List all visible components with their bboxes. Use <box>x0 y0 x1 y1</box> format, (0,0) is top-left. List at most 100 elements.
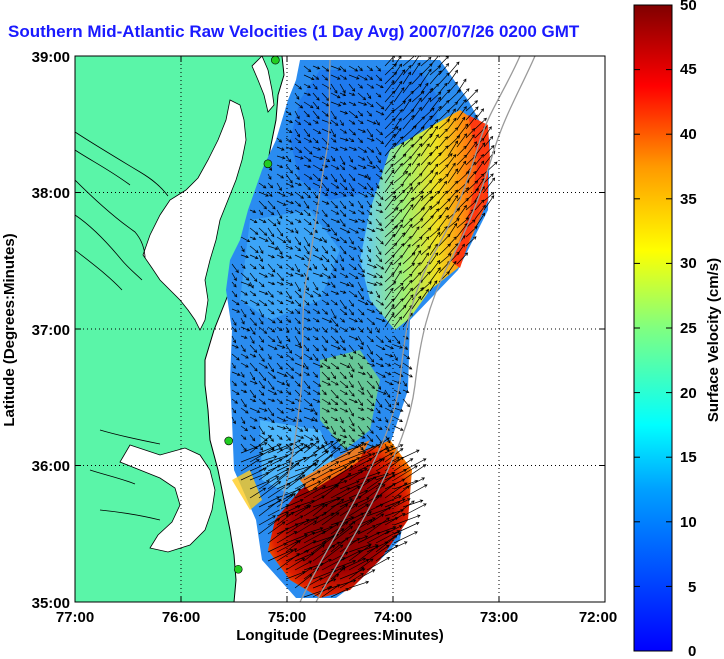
velocity-vector <box>303 263 313 271</box>
velocity-vector <box>348 191 354 197</box>
velocity-vector <box>267 389 278 395</box>
velocity-vector <box>267 521 286 535</box>
velocity-vector <box>348 511 372 526</box>
velocity-vector <box>339 434 348 439</box>
velocity-vector <box>249 407 261 413</box>
velocity-vector <box>240 407 249 414</box>
velocity-vector <box>303 389 311 395</box>
velocity-vector <box>321 438 342 454</box>
velocity-vector <box>231 290 238 298</box>
velocity-vector <box>366 65 374 72</box>
velocity-vector <box>375 236 384 245</box>
velocity-vector <box>240 236 251 243</box>
velocity-vector <box>330 465 354 481</box>
velocity-vector <box>447 180 459 193</box>
velocity-vector <box>294 92 300 100</box>
velocity-vector <box>321 236 327 244</box>
velocity-vector <box>330 498 353 508</box>
velocity-vector <box>231 353 240 361</box>
velocity-vector <box>303 245 310 255</box>
velocity-vector <box>438 173 449 184</box>
velocity-vector <box>249 245 259 254</box>
velocity-vector <box>303 128 311 138</box>
velocity-vector <box>366 371 373 379</box>
velocity-vector <box>267 425 275 430</box>
velocity-vector <box>303 65 312 73</box>
velocity-vector <box>402 380 407 387</box>
velocity-vector <box>348 209 357 214</box>
velocity-vector <box>339 74 348 80</box>
velocity-vector <box>456 170 470 184</box>
velocity-vector <box>330 380 339 386</box>
velocity-vector <box>438 82 448 94</box>
velocity-vector <box>294 254 305 260</box>
velocity-vector <box>294 101 304 109</box>
velocity-vector <box>321 497 341 508</box>
bathymetry-contours <box>279 56 536 602</box>
velocity-vector <box>348 245 357 250</box>
velocity-vector <box>348 218 359 223</box>
velocity-vector <box>366 545 390 562</box>
velocity-vector <box>276 439 302 454</box>
velocity-vector <box>312 544 336 562</box>
velocity-vector <box>429 252 439 265</box>
velocity-vector <box>330 290 340 295</box>
velocity-vector <box>402 398 411 408</box>
velocity-vector <box>384 469 408 481</box>
velocity-vector <box>312 425 319 433</box>
velocity-vector <box>294 560 313 571</box>
velocity-vector <box>321 74 329 81</box>
velocity-vector <box>240 326 251 332</box>
x-tick-label: 74:00 <box>374 609 412 626</box>
velocity-vector <box>375 227 385 232</box>
velocity-vector <box>384 71 398 85</box>
velocity-vector <box>240 245 245 253</box>
velocity-vector <box>384 482 408 499</box>
velocity-vector <box>375 119 380 126</box>
velocity-vector <box>303 407 315 412</box>
velocity-vector <box>429 231 441 247</box>
velocity-vector <box>294 290 303 299</box>
velocity-vector <box>402 114 415 130</box>
velocity-vector <box>294 540 317 553</box>
velocity-vector <box>276 362 283 370</box>
velocity-vector <box>357 146 368 153</box>
velocity-vector <box>357 326 364 333</box>
velocity-vector <box>474 212 486 229</box>
velocity-vector <box>348 503 369 517</box>
velocity-vector <box>402 90 414 103</box>
velocity-vector <box>231 326 237 333</box>
velocity-vector <box>366 92 372 100</box>
velocity-vector <box>411 56 421 67</box>
velocity-vector <box>258 498 282 517</box>
velocity-vector <box>447 168 459 184</box>
velocity-vector <box>393 425 404 431</box>
velocity-vector <box>276 272 285 282</box>
velocity-vector <box>321 308 329 315</box>
velocity-vector <box>267 407 275 417</box>
velocity-vector <box>483 173 494 184</box>
velocity-vector <box>330 407 339 412</box>
velocity-vector <box>285 539 301 553</box>
velocity-vector <box>366 416 375 423</box>
velocity-vector <box>411 143 423 157</box>
velocity-vector <box>411 218 424 229</box>
velocity-vector <box>231 398 239 404</box>
velocity-vector <box>384 218 395 229</box>
velocity-vector <box>249 335 255 344</box>
x-tick-label: 72:00 <box>579 609 617 626</box>
velocity-vector <box>366 517 390 535</box>
velocity-vector <box>312 469 333 481</box>
velocity-vector <box>402 273 413 283</box>
velocity-vector <box>240 317 245 325</box>
velocity-vector <box>321 344 327 352</box>
velocity-vector <box>375 128 384 136</box>
velocity-vector <box>375 474 396 490</box>
velocity-vector <box>249 299 260 306</box>
velocity-vector <box>429 83 440 94</box>
velocity-vector <box>357 389 365 395</box>
colorbar-tick-label: 40 <box>680 126 697 143</box>
velocity-vector <box>258 290 269 296</box>
velocity-vector <box>258 281 265 288</box>
velocity-vector <box>312 128 322 134</box>
